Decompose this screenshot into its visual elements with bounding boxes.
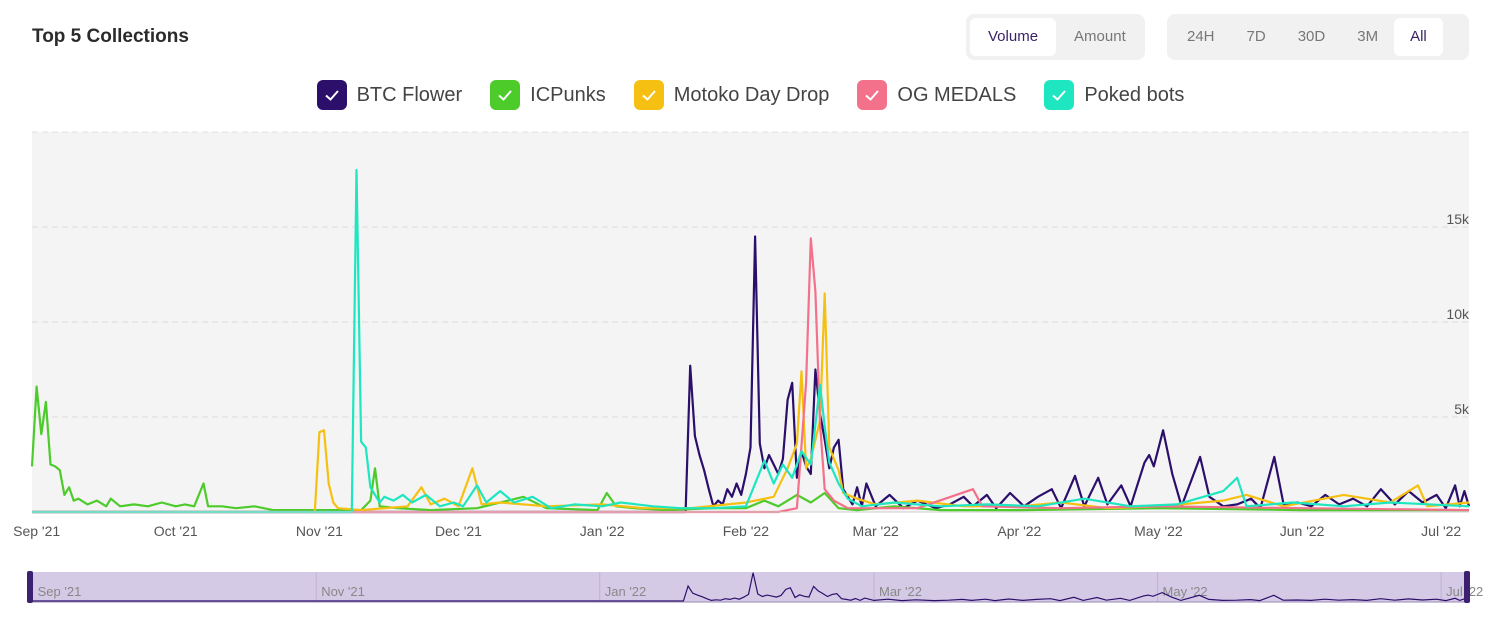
x-tick-label: Mar '22 <box>853 523 899 539</box>
series-line-og-medals <box>32 237 1470 514</box>
x-tick-label: Jun '22 <box>1280 523 1325 539</box>
x-tick-label: Oct '21 <box>154 523 198 539</box>
navigator-tick-label: May '22 <box>1163 584 1208 599</box>
metric-toggle: Volume Amount <box>966 14 1145 60</box>
check-icon <box>1044 80 1075 110</box>
x-tick-label: Jan '22 <box>580 523 625 539</box>
legend-label: Motoko Day Drop <box>673 83 830 106</box>
legend-item-og-medals[interactable]: OG MEDALS <box>857 80 1016 110</box>
legend-item-icpunks[interactable]: ICPunks <box>490 80 606 110</box>
check-icon <box>633 80 664 110</box>
navigator-tick-label: Nov '21 <box>321 584 365 599</box>
range-tab-all[interactable]: All <box>1394 18 1443 56</box>
range-tab-7d[interactable]: 7D <box>1246 28 1266 45</box>
x-tick-label: Jul '22 <box>1421 523 1461 539</box>
x-tick-label: May '22 <box>1134 523 1183 539</box>
navigator-series-line <box>28 572 1470 602</box>
legend-label: OG MEDALS <box>897 83 1017 106</box>
navigator-window <box>28 572 1469 602</box>
x-tick-label: Apr '22 <box>997 523 1041 539</box>
navigator-tick-label: Jan '22 <box>605 584 647 599</box>
x-tick-label: Nov '21 <box>296 523 343 539</box>
amount-tab[interactable]: Amount <box>1074 28 1126 45</box>
check-icon <box>316 80 347 110</box>
legend-item-motoko-day-drop[interactable]: Motoko Day Drop <box>633 80 830 110</box>
x-tick-label: Feb '22 <box>723 523 769 539</box>
legend-label: Poked bots <box>1084 83 1185 106</box>
navigator-tick-label: Sep '21 <box>38 584 82 599</box>
series-line-poked-bots <box>32 168 1470 514</box>
series-line-icpunks <box>30 385 1469 512</box>
navigator-left-handle <box>27 571 33 603</box>
chart-title: Top 5 Collections <box>32 26 189 47</box>
legend-item-poked-bots[interactable]: Poked bots <box>1044 80 1184 110</box>
navigator-right-handle <box>1464 571 1470 603</box>
y-tick-label: 10k <box>1446 306 1470 322</box>
check-icon <box>857 80 888 110</box>
navigator-tick-label: Mar '22 <box>879 584 922 599</box>
y-tick-label: 5k <box>1454 401 1470 417</box>
x-tick-label: Sep '21 <box>13 523 60 539</box>
check-icon <box>490 80 521 110</box>
volume-tab[interactable]: Volume <box>970 18 1057 56</box>
range-tab-3m[interactable]: 3M <box>1357 28 1379 45</box>
chart-legend: BTC Flower ICPunks Motoko Day Drop OG ME… <box>0 80 1497 110</box>
legend-label: BTC Flower <box>356 83 463 106</box>
y-tick-label: 15k <box>1446 211 1470 227</box>
range-toggle: 24H 7D 30D 3M All <box>1167 14 1469 60</box>
x-tick-label: Dec '21 <box>435 523 482 539</box>
legend-label: ICPunks <box>530 83 606 106</box>
range-tab-24h[interactable]: 24H <box>1187 28 1215 45</box>
range-tab-30d[interactable]: 30D <box>1297 28 1326 45</box>
legend-item-btc-flower[interactable]: BTC Flower <box>316 80 463 110</box>
